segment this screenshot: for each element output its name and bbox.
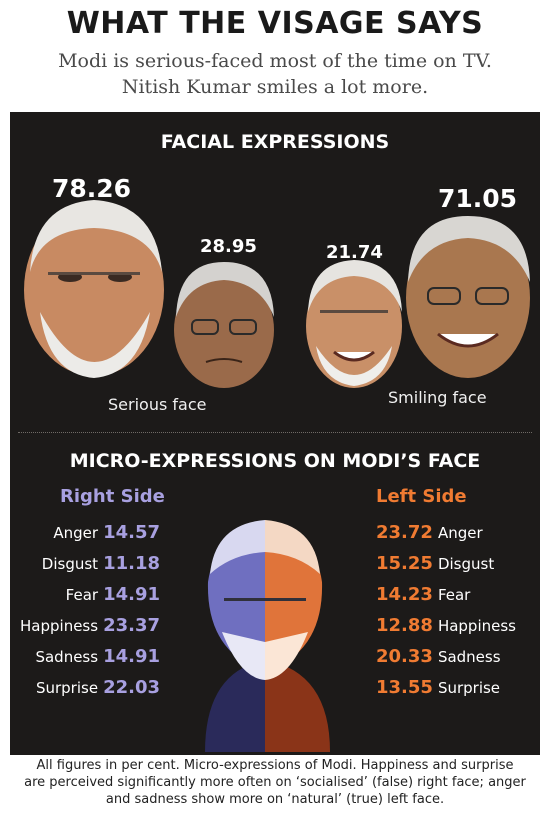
right-side-value: 14.91 <box>103 646 160 667</box>
facial-expressions-title: FACIAL EXPRESSIONS <box>160 131 390 153</box>
modi-serious-face-icon <box>24 200 164 378</box>
footnote-line-3: and sadness show more on ‘natural’ (true… <box>105 792 445 807</box>
expression-label: Disgust <box>41 555 99 573</box>
expression-label: Anger <box>53 524 99 542</box>
expression-label: Anger <box>437 524 483 542</box>
face-illustrations <box>24 200 530 752</box>
right-side-row: Anger 14.57 <box>10 522 160 543</box>
footnote: All figures in per cent. Micro-expressio… <box>10 757 540 808</box>
right-side-title: Right Side <box>60 486 165 507</box>
footnote-line-2: are perceived significantly more often o… <box>24 775 526 790</box>
right-side-row: Disgust 11.18 <box>10 553 160 574</box>
value-modi-serious: 78.26 <box>52 174 132 203</box>
right-side-row: Sadness 14.91 <box>10 646 160 667</box>
left-side-row: 14.23 Fear <box>376 584 470 605</box>
right-side-value: 23.37 <box>103 615 160 636</box>
right-side-value: 11.18 <box>103 553 160 574</box>
value-nitish-smiling: 71.05 <box>438 184 518 213</box>
left-side-row: 23.72 Anger <box>376 522 483 543</box>
value-nitish-serious: 28.95 <box>200 236 257 257</box>
expression-label: Sadness <box>437 648 501 666</box>
label-smiling-face: Smiling face <box>388 388 487 407</box>
footnote-line-1: All figures in per cent. Micro-expressio… <box>36 758 514 773</box>
expression-label: Surprise <box>35 679 99 697</box>
expression-label: Sadness <box>35 648 99 666</box>
left-side-value: 15.25 <box>376 553 433 574</box>
right-side-row: Fear 14.91 <box>10 584 160 605</box>
headline: WHAT THE VISAGE SAYS <box>66 6 484 41</box>
modi-split-face-icon <box>205 520 330 752</box>
modi-smiling-face-icon <box>306 260 402 388</box>
left-side-value: 23.72 <box>376 522 433 543</box>
expression-label: Fear <box>65 586 99 604</box>
left-side-row: 13.55 Surprise <box>376 677 500 698</box>
left-side-value: 13.55 <box>376 677 433 698</box>
subhead-line-2: Nitish Kumar smiles a lot more. <box>121 76 429 98</box>
section-divider <box>18 432 532 433</box>
subhead-line-1: Modi is serious-faced most of the time o… <box>58 50 492 72</box>
right-side-value: 14.91 <box>103 584 160 605</box>
expression-label: Happiness <box>437 617 516 635</box>
right-side-row: Happiness 23.37 <box>10 615 160 636</box>
nitish-serious-face-icon <box>174 262 274 388</box>
right-side-row: Surprise 22.03 <box>10 677 160 698</box>
micro-expressions-title: MICRO-EXPRESSIONS ON MODI’S FACE <box>69 450 481 472</box>
left-side-row: 12.88 Happiness <box>376 615 516 636</box>
label-serious-face: Serious face <box>108 395 207 414</box>
expression-label: Surprise <box>437 679 501 697</box>
left-side-value: 12.88 <box>376 615 433 636</box>
expression-label: Disgust <box>437 555 495 573</box>
left-side-row: 15.25 Disgust <box>376 553 494 574</box>
expression-label: Fear <box>437 586 471 604</box>
right-side-value: 14.57 <box>103 522 160 543</box>
left-side-row: 20.33 Sadness <box>376 646 501 667</box>
left-side-value: 14.23 <box>376 584 433 605</box>
value-modi-smiling: 21.74 <box>326 242 383 263</box>
right-side-value: 22.03 <box>103 677 160 698</box>
header: WHAT THE VISAGE SAYS Modi is serious-fac… <box>0 0 550 110</box>
expression-label: Happiness <box>20 617 99 635</box>
nitish-smiling-face-icon <box>406 216 530 378</box>
left-side-value: 20.33 <box>376 646 433 667</box>
infographic-panel: FACIAL EXPRESSIONS <box>10 112 540 755</box>
left-side-title: Left Side <box>376 486 467 507</box>
